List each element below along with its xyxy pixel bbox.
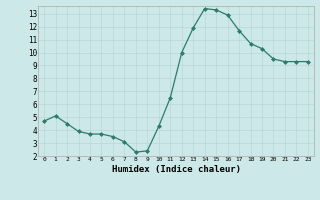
X-axis label: Humidex (Indice chaleur): Humidex (Indice chaleur): [111, 165, 241, 174]
